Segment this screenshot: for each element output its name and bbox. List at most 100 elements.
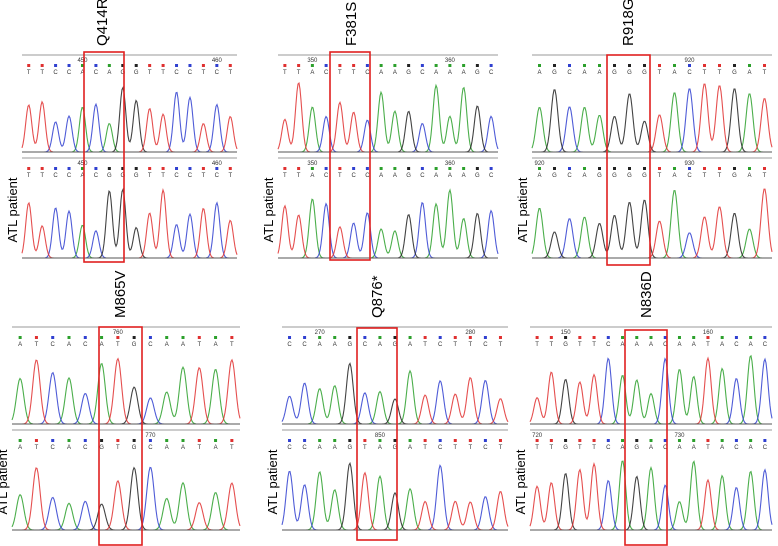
trace: [278, 83, 498, 153]
base-marker: [379, 64, 383, 67]
base-marker: [352, 64, 356, 67]
base-letter: C: [215, 70, 220, 76]
base-marker: [51, 439, 55, 442]
base-marker: [318, 336, 322, 339]
trace: [282, 376, 509, 425]
base-letter: A: [635, 342, 639, 348]
base-letter: A: [408, 342, 412, 348]
base-letter: A: [181, 342, 185, 348]
base-marker: [201, 167, 205, 170]
base-marker: [94, 64, 98, 67]
base-marker: [606, 439, 610, 442]
base-marker: [748, 64, 751, 67]
trace: [22, 91, 237, 153]
base-letter: A: [749, 342, 753, 348]
base-marker: [18, 439, 22, 442]
base-letter: T: [718, 173, 722, 179]
trace: [12, 466, 240, 531]
base-marker: [564, 336, 568, 339]
base-letter: T: [592, 342, 596, 348]
base-marker: [161, 167, 165, 170]
base-marker: [628, 167, 631, 170]
base-letter: A: [100, 342, 104, 348]
base-marker: [663, 336, 667, 339]
base-letter: G: [642, 70, 647, 76]
base-letter: T: [718, 70, 722, 76]
base-letter: T: [550, 445, 554, 451]
base-marker: [553, 167, 556, 170]
base-letter: G: [732, 70, 737, 76]
patient-label: ATL patient: [265, 449, 280, 514]
trace: [530, 472, 772, 531]
base-marker: [94, 167, 98, 170]
base-letter: T: [423, 445, 427, 451]
base-marker: [132, 336, 136, 339]
base-letter: G: [732, 173, 737, 179]
base-marker: [763, 64, 766, 67]
base-letter: T: [40, 173, 44, 179]
base-letter: A: [393, 173, 397, 179]
base-letter: A: [582, 70, 586, 76]
base-marker: [592, 439, 596, 442]
base-letter: A: [408, 445, 412, 451]
base-letter: A: [462, 70, 466, 76]
trace: [277, 204, 498, 259]
base-marker: [175, 167, 179, 170]
base-marker: [468, 439, 472, 442]
base-letter: C: [687, 173, 692, 179]
trace: [22, 187, 237, 259]
base-marker: [658, 64, 661, 67]
base-marker: [288, 336, 292, 339]
base-marker: [649, 336, 653, 339]
base-marker: [734, 336, 738, 339]
base-marker: [420, 167, 424, 170]
base-marker: [107, 64, 111, 67]
base-marker: [483, 439, 487, 442]
panel: R918G 920 A G C A A G G G T A C T T G A T 920 930 A G C A G G G G T A…: [515, 0, 773, 266]
panel: N836D 150 160 T T G T T C A A A C A A T A C A C 720 730 T T G T T C…: [513, 271, 773, 546]
base-letter: A: [649, 445, 653, 451]
base-marker: [453, 439, 457, 442]
base-marker: [688, 167, 691, 170]
base-marker: [621, 439, 625, 442]
mutation-label: N836D: [638, 271, 655, 318]
base-letter: A: [378, 342, 382, 348]
base-marker: [107, 167, 111, 170]
base-marker: [297, 64, 301, 67]
base-letter: T: [197, 445, 201, 451]
base-letter: T: [363, 445, 367, 451]
base-letter: T: [763, 173, 767, 179]
base-marker: [538, 167, 541, 170]
base-letter: C: [734, 342, 739, 348]
base-letter: C: [302, 342, 307, 348]
base-marker: [40, 64, 44, 67]
base-letter: C: [483, 445, 488, 451]
base-marker: [613, 167, 616, 170]
base-letter: C: [363, 342, 368, 348]
trace: [529, 356, 772, 425]
base-letter: G: [132, 342, 137, 348]
base-marker: [310, 167, 314, 170]
base-marker: [592, 336, 596, 339]
base-letter: A: [333, 445, 337, 451]
trace: [12, 467, 241, 531]
base-letter: A: [67, 445, 71, 451]
base-marker: [310, 64, 314, 67]
base-letter: T: [338, 173, 342, 179]
base-letter: G: [597, 173, 602, 179]
base-marker: [51, 336, 55, 339]
base-marker: [181, 336, 185, 339]
base-letter: G: [134, 173, 139, 179]
base-letter: A: [434, 70, 438, 76]
base-marker: [733, 64, 736, 67]
base-marker: [538, 64, 541, 67]
base-letter: C: [365, 70, 370, 76]
base-marker: [462, 167, 466, 170]
base-letter: C: [606, 445, 611, 451]
base-marker: [83, 336, 87, 339]
panel: M865V 760 A T C A C A T G C A A T A T 770 A T C A C G T G C A A T A T A…: [0, 270, 241, 546]
base-marker: [407, 167, 411, 170]
base-letter: C: [663, 342, 668, 348]
position-label: 350: [307, 58, 318, 64]
base-letter: G: [393, 445, 398, 451]
